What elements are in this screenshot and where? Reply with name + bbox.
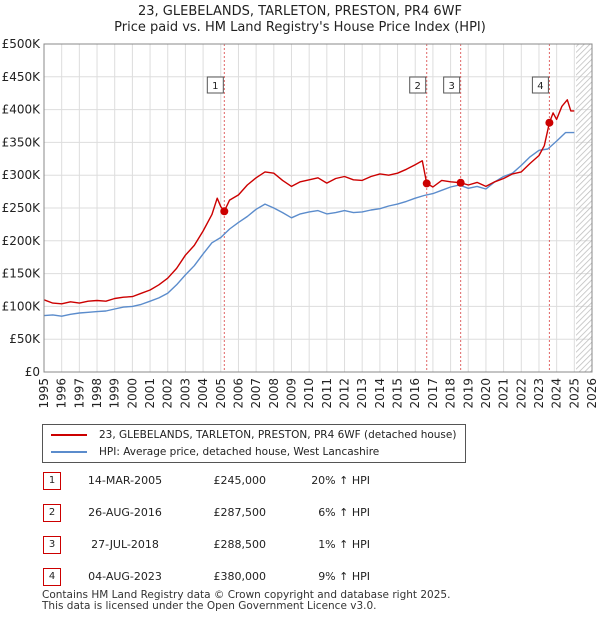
legend-label-property: 23, GLEBELANDS, TARLETON, PRESTON, PR4 6… bbox=[99, 429, 457, 441]
x-tick-label: 2026 bbox=[585, 378, 599, 409]
x-tick-label: 1997 bbox=[72, 378, 86, 409]
sale-row: 2 26-AUG-2016 £287,500 6% ↑ HPI bbox=[0, 504, 600, 524]
sale-badge: 1 bbox=[43, 472, 61, 490]
future-region bbox=[576, 44, 592, 372]
y-tick-label: £50K bbox=[9, 332, 41, 346]
x-tick-label: 2001 bbox=[143, 378, 157, 409]
sale-row: 4 04-AUG-2023 £380,000 9% ↑ HPI bbox=[0, 568, 600, 588]
sale-price: £288,500 bbox=[213, 538, 267, 551]
sale-date: 14-MAR-2005 bbox=[87, 474, 163, 487]
y-tick-label: £450K bbox=[2, 70, 42, 84]
x-tick-label: 1996 bbox=[55, 378, 69, 409]
sale-row: 1 14-MAR-2005 £245,000 20% ↑ HPI bbox=[0, 472, 600, 492]
x-tick-label: 2000 bbox=[125, 378, 139, 409]
x-tick-label: 2018 bbox=[444, 378, 458, 409]
x-tick-label: 2012 bbox=[338, 378, 352, 409]
legend-swatch-hpi bbox=[51, 451, 87, 453]
sale-row: 3 27-JUL-2018 £288,500 1% ↑ HPI bbox=[0, 536, 600, 556]
x-tick-label: 2023 bbox=[532, 378, 546, 409]
sale-badge: 3 bbox=[43, 536, 61, 554]
footer-licence: This data is licensed under the Open Gov… bbox=[42, 600, 377, 612]
sale-point bbox=[220, 207, 229, 216]
x-tick-label: 2013 bbox=[355, 378, 369, 409]
x-tick-label: 1995 bbox=[37, 378, 51, 409]
sale-point bbox=[545, 118, 554, 127]
sale-label-number: 4 bbox=[537, 81, 543, 92]
footer-copyright: Contains HM Land Registry data © Crown c… bbox=[42, 589, 451, 601]
y-tick-label: £150K bbox=[2, 267, 42, 281]
x-tick-label: 2003 bbox=[178, 378, 192, 409]
x-tick-label: 1998 bbox=[90, 378, 104, 409]
y-tick-label: £350K bbox=[2, 135, 42, 149]
y-tick-label: £300K bbox=[2, 168, 42, 182]
x-tick-label: 2007 bbox=[249, 378, 263, 409]
x-tick-label: 2004 bbox=[196, 378, 210, 409]
sale-label-box bbox=[531, 76, 549, 94]
y-tick-label: £250K bbox=[2, 201, 42, 215]
y-tick-label: £0 bbox=[25, 365, 40, 379]
sale-hpi-diff: 1% ↑ HPI bbox=[318, 538, 370, 551]
y-tick-label: £200K bbox=[2, 234, 42, 248]
x-tick-label: 2022 bbox=[514, 378, 528, 409]
sale-label-box bbox=[443, 76, 461, 94]
x-tick-label: 2024 bbox=[550, 378, 564, 409]
x-tick-label: 2010 bbox=[302, 378, 316, 409]
sale-point bbox=[422, 179, 431, 188]
sale-label-number: 1 bbox=[212, 81, 218, 92]
chart-legend: 23, GLEBELANDS, TARLETON, PRESTON, PR4 6… bbox=[42, 424, 466, 463]
x-tick-label: 2017 bbox=[426, 378, 440, 409]
sale-badge: 2 bbox=[43, 504, 61, 522]
legend-label-hpi: HPI: Average price, detached house, West… bbox=[99, 446, 380, 458]
legend-swatch-property bbox=[51, 434, 87, 436]
x-tick-label: 2011 bbox=[320, 378, 334, 409]
x-tick-label: 2021 bbox=[497, 378, 511, 409]
series-line bbox=[43, 99, 575, 305]
x-tick-label: 2008 bbox=[267, 378, 281, 409]
sale-label-number: 3 bbox=[448, 81, 454, 92]
chart-subtitle: Price paid vs. HM Land Registry's House … bbox=[114, 20, 486, 35]
series-line bbox=[43, 131, 575, 317]
sale-date: 04-AUG-2023 bbox=[88, 570, 162, 583]
x-tick-label: 2002 bbox=[161, 378, 175, 409]
legend-item-property: 23, GLEBELANDS, TARLETON, PRESTON, PR4 6… bbox=[51, 427, 456, 443]
sale-label-box bbox=[206, 76, 224, 94]
sale-label-number: 2 bbox=[415, 81, 421, 92]
x-tick-label: 2025 bbox=[567, 378, 581, 409]
x-tick-label: 2005 bbox=[214, 378, 228, 409]
price-chart: £0 £50K £100K £150K £200K £250K £300K £350K £400… bbox=[2, 37, 599, 409]
sale-hpi-diff: 6% ↑ HPI bbox=[318, 506, 370, 519]
plot-frame bbox=[43, 43, 593, 373]
x-tick-label: 2009 bbox=[284, 378, 298, 409]
sale-point bbox=[456, 178, 465, 187]
sale-hpi-diff: 9% ↑ HPI bbox=[318, 570, 370, 583]
x-tick-label: 2019 bbox=[461, 378, 475, 409]
legend-item-hpi: HPI: Average price, detached house, West… bbox=[51, 444, 379, 460]
sale-price: £245,000 bbox=[213, 474, 267, 487]
sale-label-box bbox=[409, 76, 427, 94]
sale-badge: 4 bbox=[43, 568, 61, 586]
sale-price: £287,500 bbox=[213, 506, 267, 519]
sale-hpi-diff: 20% ↑ HPI bbox=[311, 474, 370, 487]
y-tick-label: £500K bbox=[2, 37, 42, 51]
chart-title: 23, GLEBELANDS, TARLETON, PRESTON, PR4 6… bbox=[137, 4, 462, 19]
footer: Contains HM Land Registry data © Crown c… bbox=[42, 590, 450, 612]
y-tick-label: £400K bbox=[2, 103, 42, 117]
sale-price: £380,000 bbox=[213, 570, 267, 583]
x-tick-label: 2020 bbox=[479, 378, 493, 409]
sale-date: 26-AUG-2016 bbox=[88, 506, 162, 519]
y-tick-label: £100K bbox=[2, 299, 42, 313]
x-tick-label: 2016 bbox=[408, 378, 422, 409]
x-tick-label: 2014 bbox=[373, 378, 387, 409]
x-tick-label: 2015 bbox=[391, 378, 405, 409]
x-tick-label: 2006 bbox=[231, 378, 245, 409]
sale-date: 27-JUL-2018 bbox=[91, 538, 159, 551]
x-tick-label: 1999 bbox=[108, 378, 122, 409]
